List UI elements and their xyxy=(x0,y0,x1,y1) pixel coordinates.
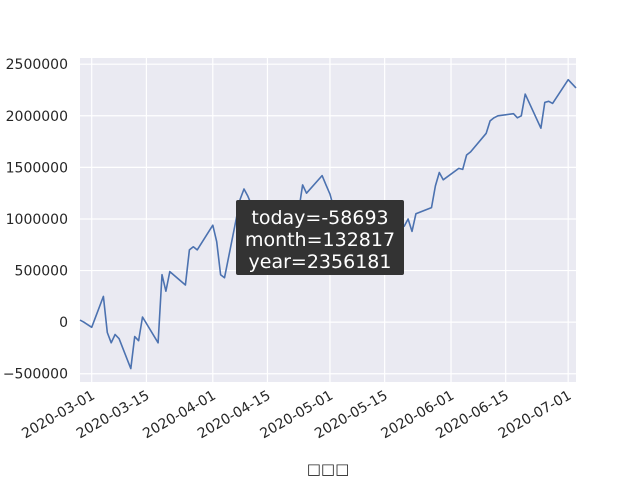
y-tick-label: 0 xyxy=(59,315,68,331)
y-axis-ticks: −500000 0 500000 1000000 1500000 2000000 25000… xyxy=(3,57,68,383)
y-tick-label: 500000 xyxy=(15,264,68,280)
y-tick-label: −500000 xyxy=(3,367,68,383)
series-line xyxy=(79,78,577,370)
y-tick-label: 2500000 xyxy=(6,57,68,73)
y-tick-label: 2000000 xyxy=(6,109,68,125)
y-tick-label: 1000000 xyxy=(6,212,68,228)
x-axis-ticks: 2020-03-012020-03-152020-04-012020-04-15… xyxy=(19,388,574,443)
tooltip: today=-58693 month=132817 year=2356181 xyxy=(236,200,404,275)
tooltip-year: year=2356181 xyxy=(249,251,392,273)
tooltip-background xyxy=(236,200,404,275)
tooltip-today: today=-58693 xyxy=(251,207,388,229)
tooltip-month: month=132817 xyxy=(245,229,395,251)
y-tick-label: 1500000 xyxy=(6,160,68,176)
x-axis-label: □□□ xyxy=(307,460,350,478)
